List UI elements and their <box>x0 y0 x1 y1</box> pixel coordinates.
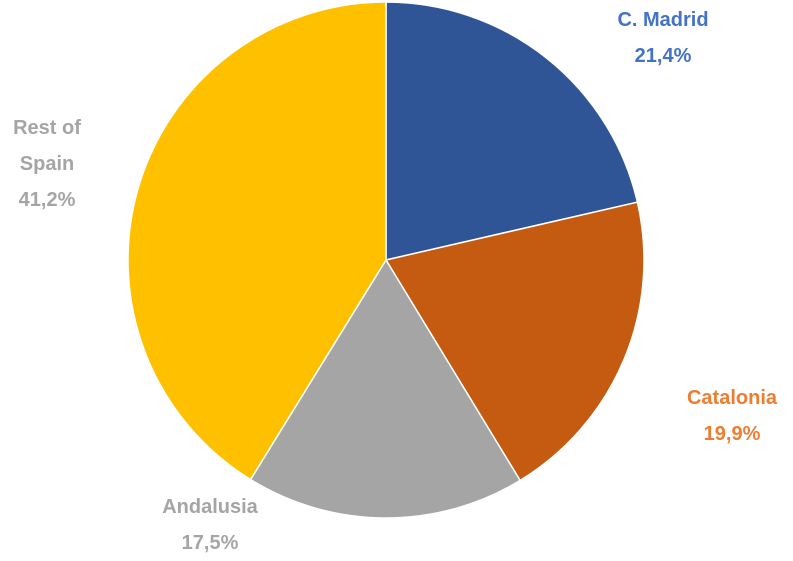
data-label: Rest of Spain 41,2% <box>2 110 92 218</box>
label-name: C. Madrid <box>617 9 709 31</box>
label-value: 21,4% <box>634 45 692 67</box>
pie-slice <box>127 1 387 481</box>
pie-slice <box>249 258 522 519</box>
label-value: 17,5% <box>181 532 239 554</box>
label-name: Rest of Spain <box>13 117 81 175</box>
label-value: 41,2% <box>18 189 76 211</box>
pie-slice <box>384 201 645 482</box>
label-name: Catalonia <box>686 387 778 409</box>
label-name: Andalusia <box>162 496 258 518</box>
data-label: Catalonia 19,9% <box>652 380 793 452</box>
label-value: 19,9% <box>703 423 761 445</box>
pie-slice <box>385 1 639 261</box>
data-label: Andalusia 17,5% <box>130 489 290 561</box>
data-label: C. Madrid 21,4% <box>583 2 743 74</box>
